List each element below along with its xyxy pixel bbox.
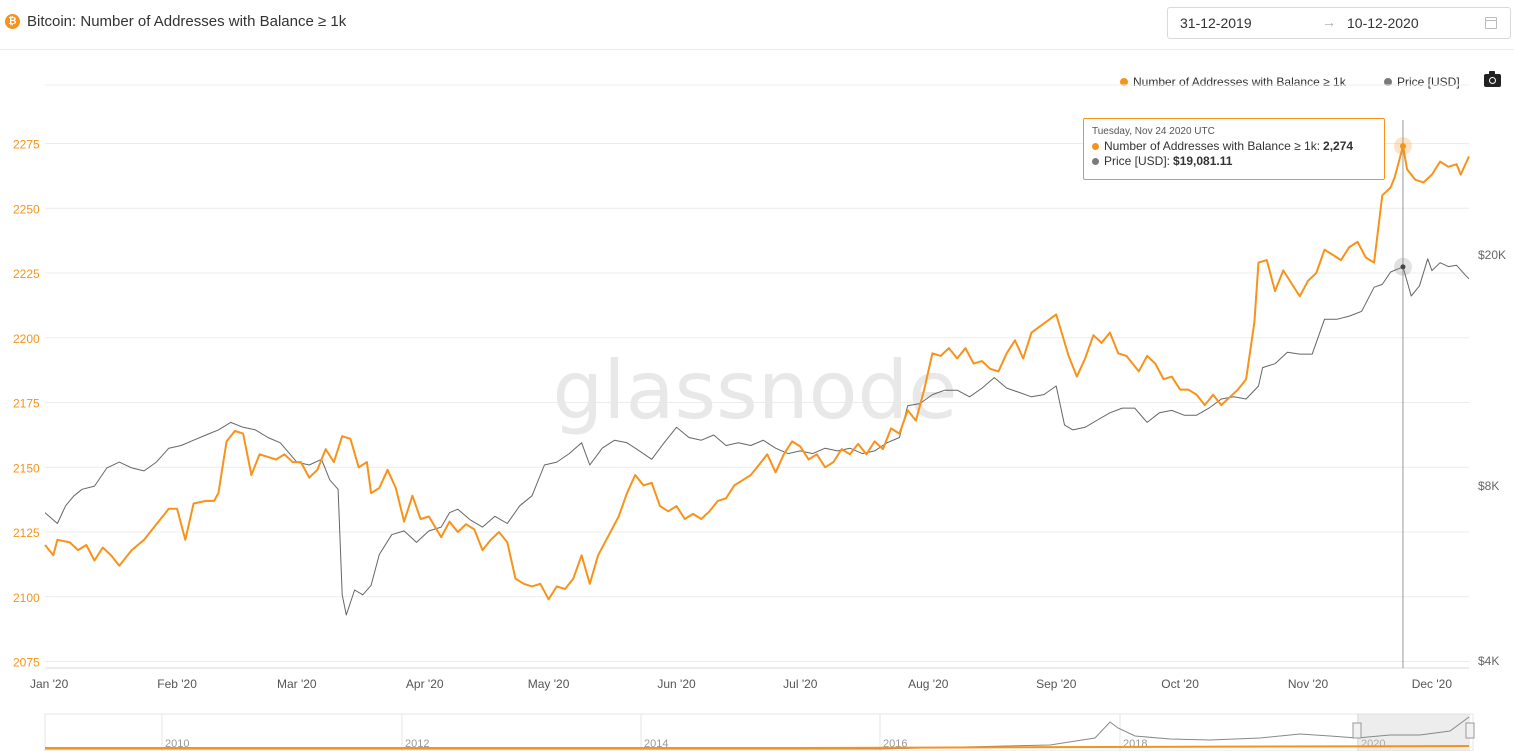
camera-icon[interactable] [1484, 71, 1501, 87]
y-left-tick-label: 2175 [13, 397, 40, 411]
navigator-year-label: 2018 [1123, 738, 1147, 750]
navigator-handle-right [1465, 722, 1475, 739]
x-tick-label: Jan '20 [30, 677, 69, 691]
x-tick-label: Nov '20 [1288, 677, 1329, 691]
y-right-tick-label: $20K [1478, 248, 1506, 262]
x-tick-label: Oct '20 [1161, 677, 1199, 691]
date-range-arrow: → [1322, 14, 1336, 30]
calendar-icon[interactable] [1485, 17, 1497, 29]
date-start-input[interactable]: 31-12-2019 [1180, 15, 1252, 31]
tooltip-row-addresses: Number of Addresses with Balance ≥ 1k: 2… [1092, 139, 1376, 154]
x-tick-label: Mar '20 [277, 677, 317, 691]
series-line-addresses [44, 145, 1470, 601]
navigator-area [44, 713, 1474, 751]
page-title: Bitcoin: Number of Addresses with Balanc… [27, 13, 347, 30]
y-left-tick-label: 2275 [13, 138, 40, 152]
tooltip-date: Tuesday, Nov 24 2020 UTC [1092, 126, 1215, 137]
y-right-tick-label: $8K [1478, 479, 1499, 493]
navigator-selection [1357, 714, 1470, 751]
bitcoin-icon: ₿ [5, 14, 20, 29]
y-left-tick-label: 2100 [13, 591, 40, 605]
tooltip-value-price: $19,081.11 [1173, 154, 1233, 168]
x-tick-label: May '20 [528, 677, 570, 691]
x-tick-label: Jul '20 [783, 677, 818, 691]
y-left-tick-label: 2125 [13, 526, 40, 540]
navigator-addresses-line [45, 745, 1470, 749]
y-left-tick-label: 2075 [13, 656, 40, 670]
legend-dot-addresses [1120, 78, 1128, 86]
date-end-input[interactable]: 10-12-2020 [1347, 15, 1419, 31]
tooltip-label-addresses: Number of Addresses with Balance ≥ 1k: [1104, 139, 1321, 153]
legend-dot-price [1384, 78, 1392, 86]
chart-header: ₿ Bitcoin: Number of Addresses with Bala… [0, 0, 1514, 50]
x-tick-label: Dec '20 [1412, 677, 1453, 691]
y-left-tick-label: 2200 [13, 332, 40, 346]
navigator-handle-left [1352, 722, 1362, 739]
navigator-price-line [45, 716, 1470, 750]
x-tick-label: Jun '20 [657, 677, 696, 691]
tooltip-value-addresses: 2,274 [1323, 139, 1354, 153]
tooltip-dot-addresses [1092, 143, 1099, 150]
highlight-point-addresses [1399, 143, 1406, 150]
x-tick-label: Aug '20 [908, 677, 949, 691]
x-tick-label: Sep '20 [1036, 677, 1077, 691]
y-left-tick-label: 2150 [13, 461, 40, 475]
x-tick-label: Feb '20 [157, 677, 197, 691]
tooltip-dot-price [1092, 158, 1099, 165]
watermark: glassnode [552, 344, 957, 437]
date-range-picker[interactable]: 31-12-2019 → 10-12-2020 [1167, 7, 1511, 39]
highlight-point-price [1400, 264, 1406, 270]
y-right-tick-label: $4K [1478, 654, 1499, 668]
y-left-tick-label: 2250 [13, 202, 40, 216]
chart-tooltip: Tuesday, Nov 24 2020 UTC Number of Addre… [1083, 118, 1385, 180]
y-left-tick-label: 2225 [13, 267, 40, 281]
x-tick-label: Apr '20 [406, 677, 444, 691]
tooltip-row-price: Price [USD]: $19,081.11 [1092, 154, 1376, 169]
tooltip-label-price: Price [USD]: [1104, 154, 1171, 168]
